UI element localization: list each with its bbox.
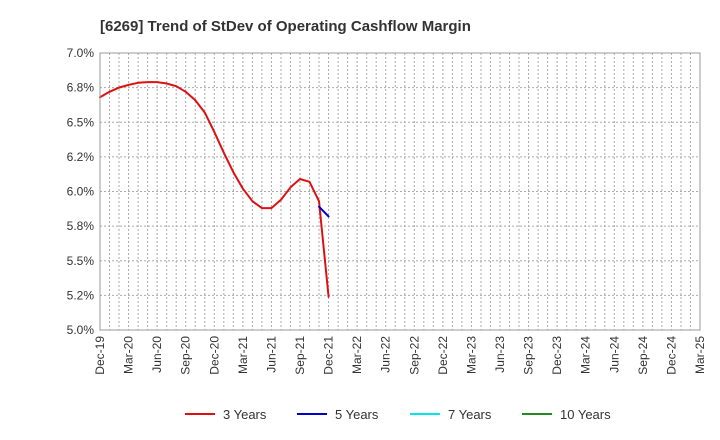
legend-label: 3 Years: [223, 407, 267, 422]
y-tick-label: 6.2%: [67, 150, 95, 164]
x-tick-label: Sep-21: [293, 336, 307, 375]
x-tick-label: Sep-20: [179, 336, 193, 375]
y-tick-label: 5.5%: [67, 254, 95, 268]
x-tick-label: Jun-23: [493, 336, 507, 373]
series-line-3-years: [99, 81, 330, 298]
y-axis: 5.0% 5.2% 5.5% 5.8% 6.0% 6.2% 6.5% 6.8% 7.0%: [67, 46, 95, 337]
legend-label: 10 Years: [560, 407, 611, 422]
legend-label: 5 Years: [335, 407, 379, 422]
x-tick-label: Jun-22: [379, 336, 393, 373]
y-tick-label: 6.0%: [67, 185, 95, 199]
y-tick-label: 5.0%: [67, 323, 95, 337]
x-tick-label: Mar-25: [693, 336, 707, 374]
x-tick-label: Jun-24: [607, 336, 621, 373]
x-tick-label: Mar-21: [236, 336, 250, 374]
x-axis: Dec-19 Mar-20 Jun-20 Sep-20 Dec-20 Mar-21 Jun-…: [93, 336, 707, 375]
y-tick-label: 7.0%: [67, 46, 95, 60]
chart-title: [6269] Trend of StDev of Operating Cashf…: [100, 18, 471, 35]
x-tick-label: Dec-22: [436, 336, 450, 375]
x-tick-label: Dec-23: [550, 336, 564, 375]
x-tick-label: Dec-24: [664, 336, 678, 375]
x-tick-label: Jun-21: [264, 336, 278, 373]
legend: 3 Years 5 Years 7 Years 10 Years: [185, 407, 611, 422]
x-tick-label: Dec-21: [322, 336, 336, 375]
x-tick-label: Sep-24: [636, 336, 650, 375]
y-tick-label: 6.8%: [67, 81, 95, 95]
y-tick-label: 5.2%: [67, 288, 95, 302]
y-tick-label: 6.5%: [67, 115, 95, 129]
plot-area-border: [99, 52, 701, 331]
x-tick-label: Dec-20: [207, 336, 221, 375]
x-tick-label: Jun-20: [150, 336, 164, 373]
legend-label: 7 Years: [448, 407, 492, 422]
x-tick-label: Mar-24: [579, 336, 593, 374]
x-tick-label: Mar-20: [122, 336, 136, 374]
series-lines: [99, 81, 330, 298]
series-line-5-years: [318, 205, 330, 218]
y-tick-label: 5.8%: [67, 219, 95, 233]
x-tick-label: Mar-23: [464, 336, 478, 374]
x-tick-label: Mar-22: [350, 336, 364, 374]
x-tick-label: Dec-19: [93, 336, 107, 375]
x-tick-label: Sep-23: [522, 336, 536, 375]
x-tick-label: Sep-22: [407, 336, 421, 375]
